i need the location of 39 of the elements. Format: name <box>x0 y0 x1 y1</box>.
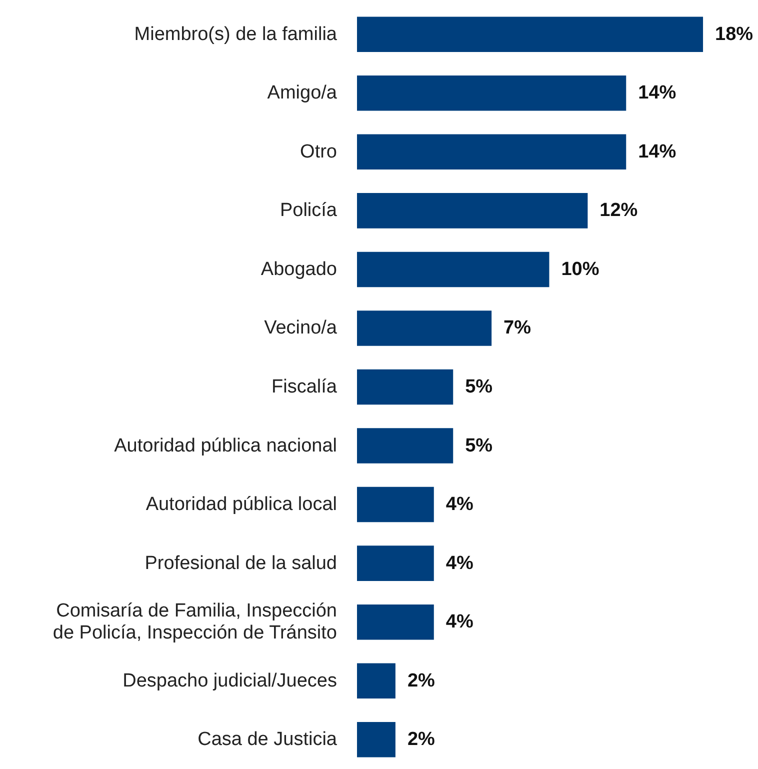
bar <box>357 369 454 405</box>
bar <box>357 193 588 228</box>
y-tick-label: Profesional de la salud <box>144 552 337 574</box>
y-tick-label: Comisaría de Familia, Inspección de Policía, Inspección de Tránsito <box>52 600 337 644</box>
bar <box>357 310 492 346</box>
y-tick-label: Otro <box>300 141 337 162</box>
y-tick-label: Policía <box>280 200 338 222</box>
data-label: 10% <box>561 258 600 280</box>
data-label: 2% <box>407 729 436 750</box>
data-label: 18% <box>715 24 754 45</box>
y-tick-label: Fiscalía <box>272 376 338 398</box>
data-label: 7% <box>504 318 532 339</box>
data-label: 14% <box>638 82 676 104</box>
y-tick-label: Miembro(s) de la familia <box>134 24 338 45</box>
data-label: 5% <box>465 376 493 398</box>
y-tick-label: Autoridad pública local <box>146 494 337 516</box>
bar <box>357 546 434 581</box>
data-label: 14% <box>638 141 676 162</box>
bar <box>357 722 396 758</box>
bar <box>357 134 626 170</box>
y-tick-label: Despacho judicial/Jueces <box>122 670 337 692</box>
bar <box>357 604 434 640</box>
bar <box>357 76 626 111</box>
bar <box>357 428 454 464</box>
y-tick-label: Vecino/a <box>264 318 338 339</box>
bar <box>357 252 550 288</box>
data-label: 12% <box>600 200 638 222</box>
data-label: 4% <box>446 552 474 574</box>
data-label: 5% <box>465 435 493 456</box>
data-label: 4% <box>446 494 474 516</box>
y-tick-label: Autoridad pública nacional <box>114 435 337 456</box>
bar <box>357 16 704 52</box>
y-tick-label: Casa de Justicia <box>198 729 338 750</box>
data-label: 4% <box>446 612 474 633</box>
data-label: 2% <box>407 670 436 692</box>
y-tick-label: Amigo/a <box>267 82 338 104</box>
bar <box>357 663 396 698</box>
y-tick-label: Abogado <box>260 258 337 280</box>
bar <box>357 486 434 522</box>
